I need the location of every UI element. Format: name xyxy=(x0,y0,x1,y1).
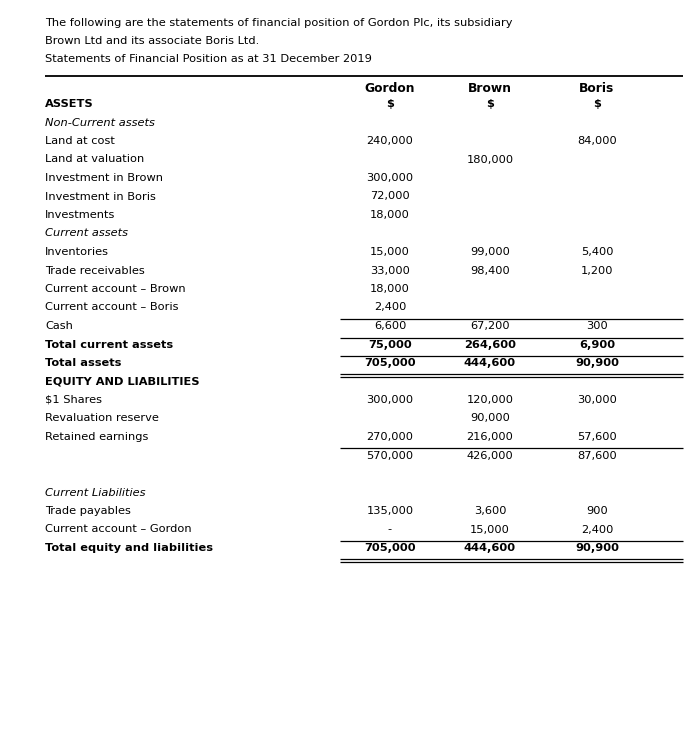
Text: 87,600: 87,600 xyxy=(577,451,617,460)
Text: 15,000: 15,000 xyxy=(470,524,510,535)
Text: Current assets: Current assets xyxy=(45,228,128,239)
Text: Boris: Boris xyxy=(579,82,615,95)
Text: 3,600: 3,600 xyxy=(474,506,506,516)
Text: Total equity and liabilities: Total equity and liabilities xyxy=(45,543,213,553)
Text: Current account – Brown: Current account – Brown xyxy=(45,284,186,294)
Text: 900: 900 xyxy=(586,506,608,516)
Text: Brown: Brown xyxy=(468,82,512,95)
Text: 90,900: 90,900 xyxy=(575,358,619,368)
Text: Land at valuation: Land at valuation xyxy=(45,155,144,164)
Text: 240,000: 240,000 xyxy=(366,136,413,146)
Text: 135,000: 135,000 xyxy=(366,506,413,516)
Text: 18,000: 18,000 xyxy=(370,284,410,294)
Text: Gordon: Gordon xyxy=(365,82,415,95)
Text: 75,000: 75,000 xyxy=(368,339,412,349)
Text: 300,000: 300,000 xyxy=(366,395,413,405)
Text: 90,000: 90,000 xyxy=(470,414,510,424)
Text: 300,000: 300,000 xyxy=(366,173,413,183)
Text: Land at cost: Land at cost xyxy=(45,136,115,146)
Text: Statements of Financial Position as at 31 December 2019: Statements of Financial Position as at 3… xyxy=(45,54,372,64)
Text: $: $ xyxy=(593,99,601,109)
Text: Retained earnings: Retained earnings xyxy=(45,432,149,442)
Text: 72,000: 72,000 xyxy=(370,192,410,201)
Text: EQUITY AND LIABILITIES: EQUITY AND LIABILITIES xyxy=(45,376,200,387)
Text: Revaluation reserve: Revaluation reserve xyxy=(45,414,159,424)
Text: 264,600: 264,600 xyxy=(464,339,516,349)
Text: Inventories: Inventories xyxy=(45,247,109,257)
Text: 270,000: 270,000 xyxy=(366,432,413,442)
Text: -: - xyxy=(388,524,392,535)
Text: 5,400: 5,400 xyxy=(581,247,614,257)
Text: 57,600: 57,600 xyxy=(577,432,617,442)
Text: 2,400: 2,400 xyxy=(581,524,613,535)
Text: Trade payables: Trade payables xyxy=(45,506,131,516)
Text: 98,400: 98,400 xyxy=(470,266,510,276)
Text: Investment in Brown: Investment in Brown xyxy=(45,173,163,183)
Text: 444,600: 444,600 xyxy=(464,543,516,553)
Text: 300: 300 xyxy=(586,321,608,331)
Text: Non-Current assets: Non-Current assets xyxy=(45,117,155,128)
Text: ASSETS: ASSETS xyxy=(45,99,94,109)
Text: 6,900: 6,900 xyxy=(579,339,615,349)
Text: 705,000: 705,000 xyxy=(364,358,416,368)
Text: 2,400: 2,400 xyxy=(374,303,406,312)
Text: 18,000: 18,000 xyxy=(370,210,410,220)
Text: 30,000: 30,000 xyxy=(577,395,617,405)
Text: 1,200: 1,200 xyxy=(581,266,614,276)
Text: $1 Shares: $1 Shares xyxy=(45,395,102,405)
Text: 90,900: 90,900 xyxy=(575,543,619,553)
Text: Investments: Investments xyxy=(45,210,115,220)
Text: 426,000: 426,000 xyxy=(467,451,513,460)
Text: 67,200: 67,200 xyxy=(470,321,510,331)
Text: 180,000: 180,000 xyxy=(466,155,514,164)
Text: Cash: Cash xyxy=(45,321,73,331)
Text: Total current assets: Total current assets xyxy=(45,339,173,349)
Text: Current account – Gordon: Current account – Gordon xyxy=(45,524,192,535)
Text: 84,000: 84,000 xyxy=(577,136,617,146)
Text: Total assets: Total assets xyxy=(45,358,121,368)
Text: Current account – Boris: Current account – Boris xyxy=(45,303,179,312)
Text: Current Liabilities: Current Liabilities xyxy=(45,487,145,497)
Text: Trade receivables: Trade receivables xyxy=(45,266,144,276)
Text: 15,000: 15,000 xyxy=(370,247,410,257)
Text: 6,600: 6,600 xyxy=(374,321,406,331)
Text: 120,000: 120,000 xyxy=(466,395,514,405)
Text: 216,000: 216,000 xyxy=(466,432,514,442)
Text: $: $ xyxy=(386,99,394,109)
Text: 99,000: 99,000 xyxy=(470,247,510,257)
Text: $: $ xyxy=(486,99,494,109)
Text: The following are the statements of financial position of Gordon Plc, its subsid: The following are the statements of fina… xyxy=(45,18,512,28)
Text: Investment in Boris: Investment in Boris xyxy=(45,192,156,201)
Text: 444,600: 444,600 xyxy=(464,358,516,368)
Text: 570,000: 570,000 xyxy=(366,451,413,460)
Text: 33,000: 33,000 xyxy=(370,266,410,276)
Text: 705,000: 705,000 xyxy=(364,543,416,553)
Text: Brown Ltd and its associate Boris Ltd.: Brown Ltd and its associate Boris Ltd. xyxy=(45,36,259,46)
